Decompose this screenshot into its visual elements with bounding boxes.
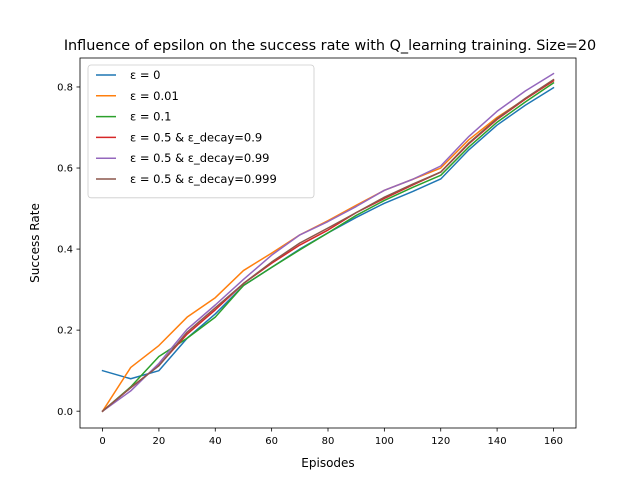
x-tick-label: 40 xyxy=(209,436,222,447)
y-tick-label: 0.4 xyxy=(57,245,73,256)
y-tick-label: 0.6 xyxy=(57,164,73,175)
x-tick-label: 100 xyxy=(375,436,394,447)
y-tick-label: 0.8 xyxy=(57,83,73,94)
legend-label: ε = 0.01 xyxy=(130,89,179,103)
y-axis: 0.0 0.2 0.4 0.6 0.8 xyxy=(57,83,80,418)
series-line-5 xyxy=(101,78,555,413)
x-axis: 0 20 40 60 80 100 120 140 160 xyxy=(99,428,563,447)
series-lines xyxy=(101,72,555,413)
legend-box xyxy=(87,64,315,199)
legend-label: ε = 0.1 xyxy=(130,110,171,124)
legend-label: ε = 0.5 & ε_decay=0.9 xyxy=(130,130,262,144)
x-tick-label: 80 xyxy=(322,436,335,447)
y-axis-label: Success Rate xyxy=(28,203,42,283)
x-axis-label: Episodes xyxy=(301,456,354,470)
x-tick-label: 140 xyxy=(488,436,507,447)
legend-label: ε = 0 xyxy=(130,68,160,82)
chart-title: Influence of epsilon on the success rate… xyxy=(64,38,596,54)
x-tick-label: 60 xyxy=(265,436,278,447)
y-tick-label: 0.0 xyxy=(57,407,73,418)
series-line-4 xyxy=(101,72,555,413)
x-tick-label: 20 xyxy=(153,436,166,447)
plot-frame xyxy=(79,57,577,429)
legend-label: ε = 0.5 & ε_decay=0.99 xyxy=(130,151,270,165)
x-tick-label: 0 xyxy=(99,436,105,447)
legend-label: ε = 0.5 & ε_decay=0.999 xyxy=(130,172,277,186)
y-tick-label: 0.2 xyxy=(57,326,73,337)
x-tick-label: 160 xyxy=(544,436,563,447)
x-tick-label: 120 xyxy=(431,436,450,447)
legend: ε = 0 ε = 0.01 ε = 0.1 ε = 0.5 & ε_decay=0.… xyxy=(87,64,315,199)
